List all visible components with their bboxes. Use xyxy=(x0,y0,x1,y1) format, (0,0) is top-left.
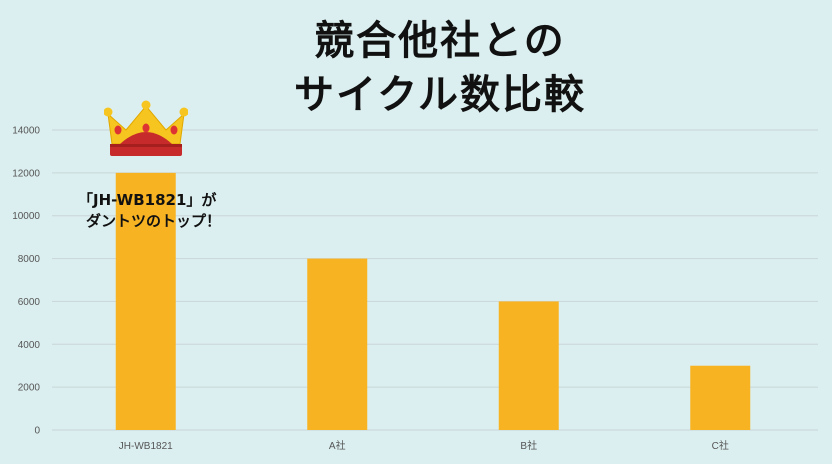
x-tick-label: C社 xyxy=(712,439,729,452)
bar xyxy=(115,172,176,430)
chart-title: 競合他社との サイクル数比較 xyxy=(0,14,832,122)
annotation-line-1: 「JH-WB1821」が xyxy=(78,191,217,209)
y-tick-label: 10000 xyxy=(12,211,40,222)
y-tick-label: 12000 xyxy=(12,168,40,179)
x-tick-label: JH-WB1821 xyxy=(119,441,173,452)
y-tick-label: 6000 xyxy=(18,297,41,308)
chart-title-line-1: 競合他社との xyxy=(314,18,566,64)
x-tick-label: A社 xyxy=(329,439,346,452)
bar xyxy=(307,258,368,430)
chart-title-line-2: サイクル数比較 xyxy=(294,72,586,118)
annotation-line-2: ダントツのトップ！ xyxy=(86,212,222,230)
y-tick-label: 14000 xyxy=(12,126,40,137)
y-tick-label: 4000 xyxy=(18,340,41,351)
bar xyxy=(690,365,751,430)
y-tick-label: 2000 xyxy=(18,383,41,394)
y-tick-label: 8000 xyxy=(18,254,41,265)
y-tick-label: 0 xyxy=(34,426,40,437)
bar xyxy=(498,301,559,430)
x-tick-label: B社 xyxy=(520,439,537,452)
winner-annotation: 「JH-WB1821」が ダントツのトップ！ xyxy=(78,190,248,232)
